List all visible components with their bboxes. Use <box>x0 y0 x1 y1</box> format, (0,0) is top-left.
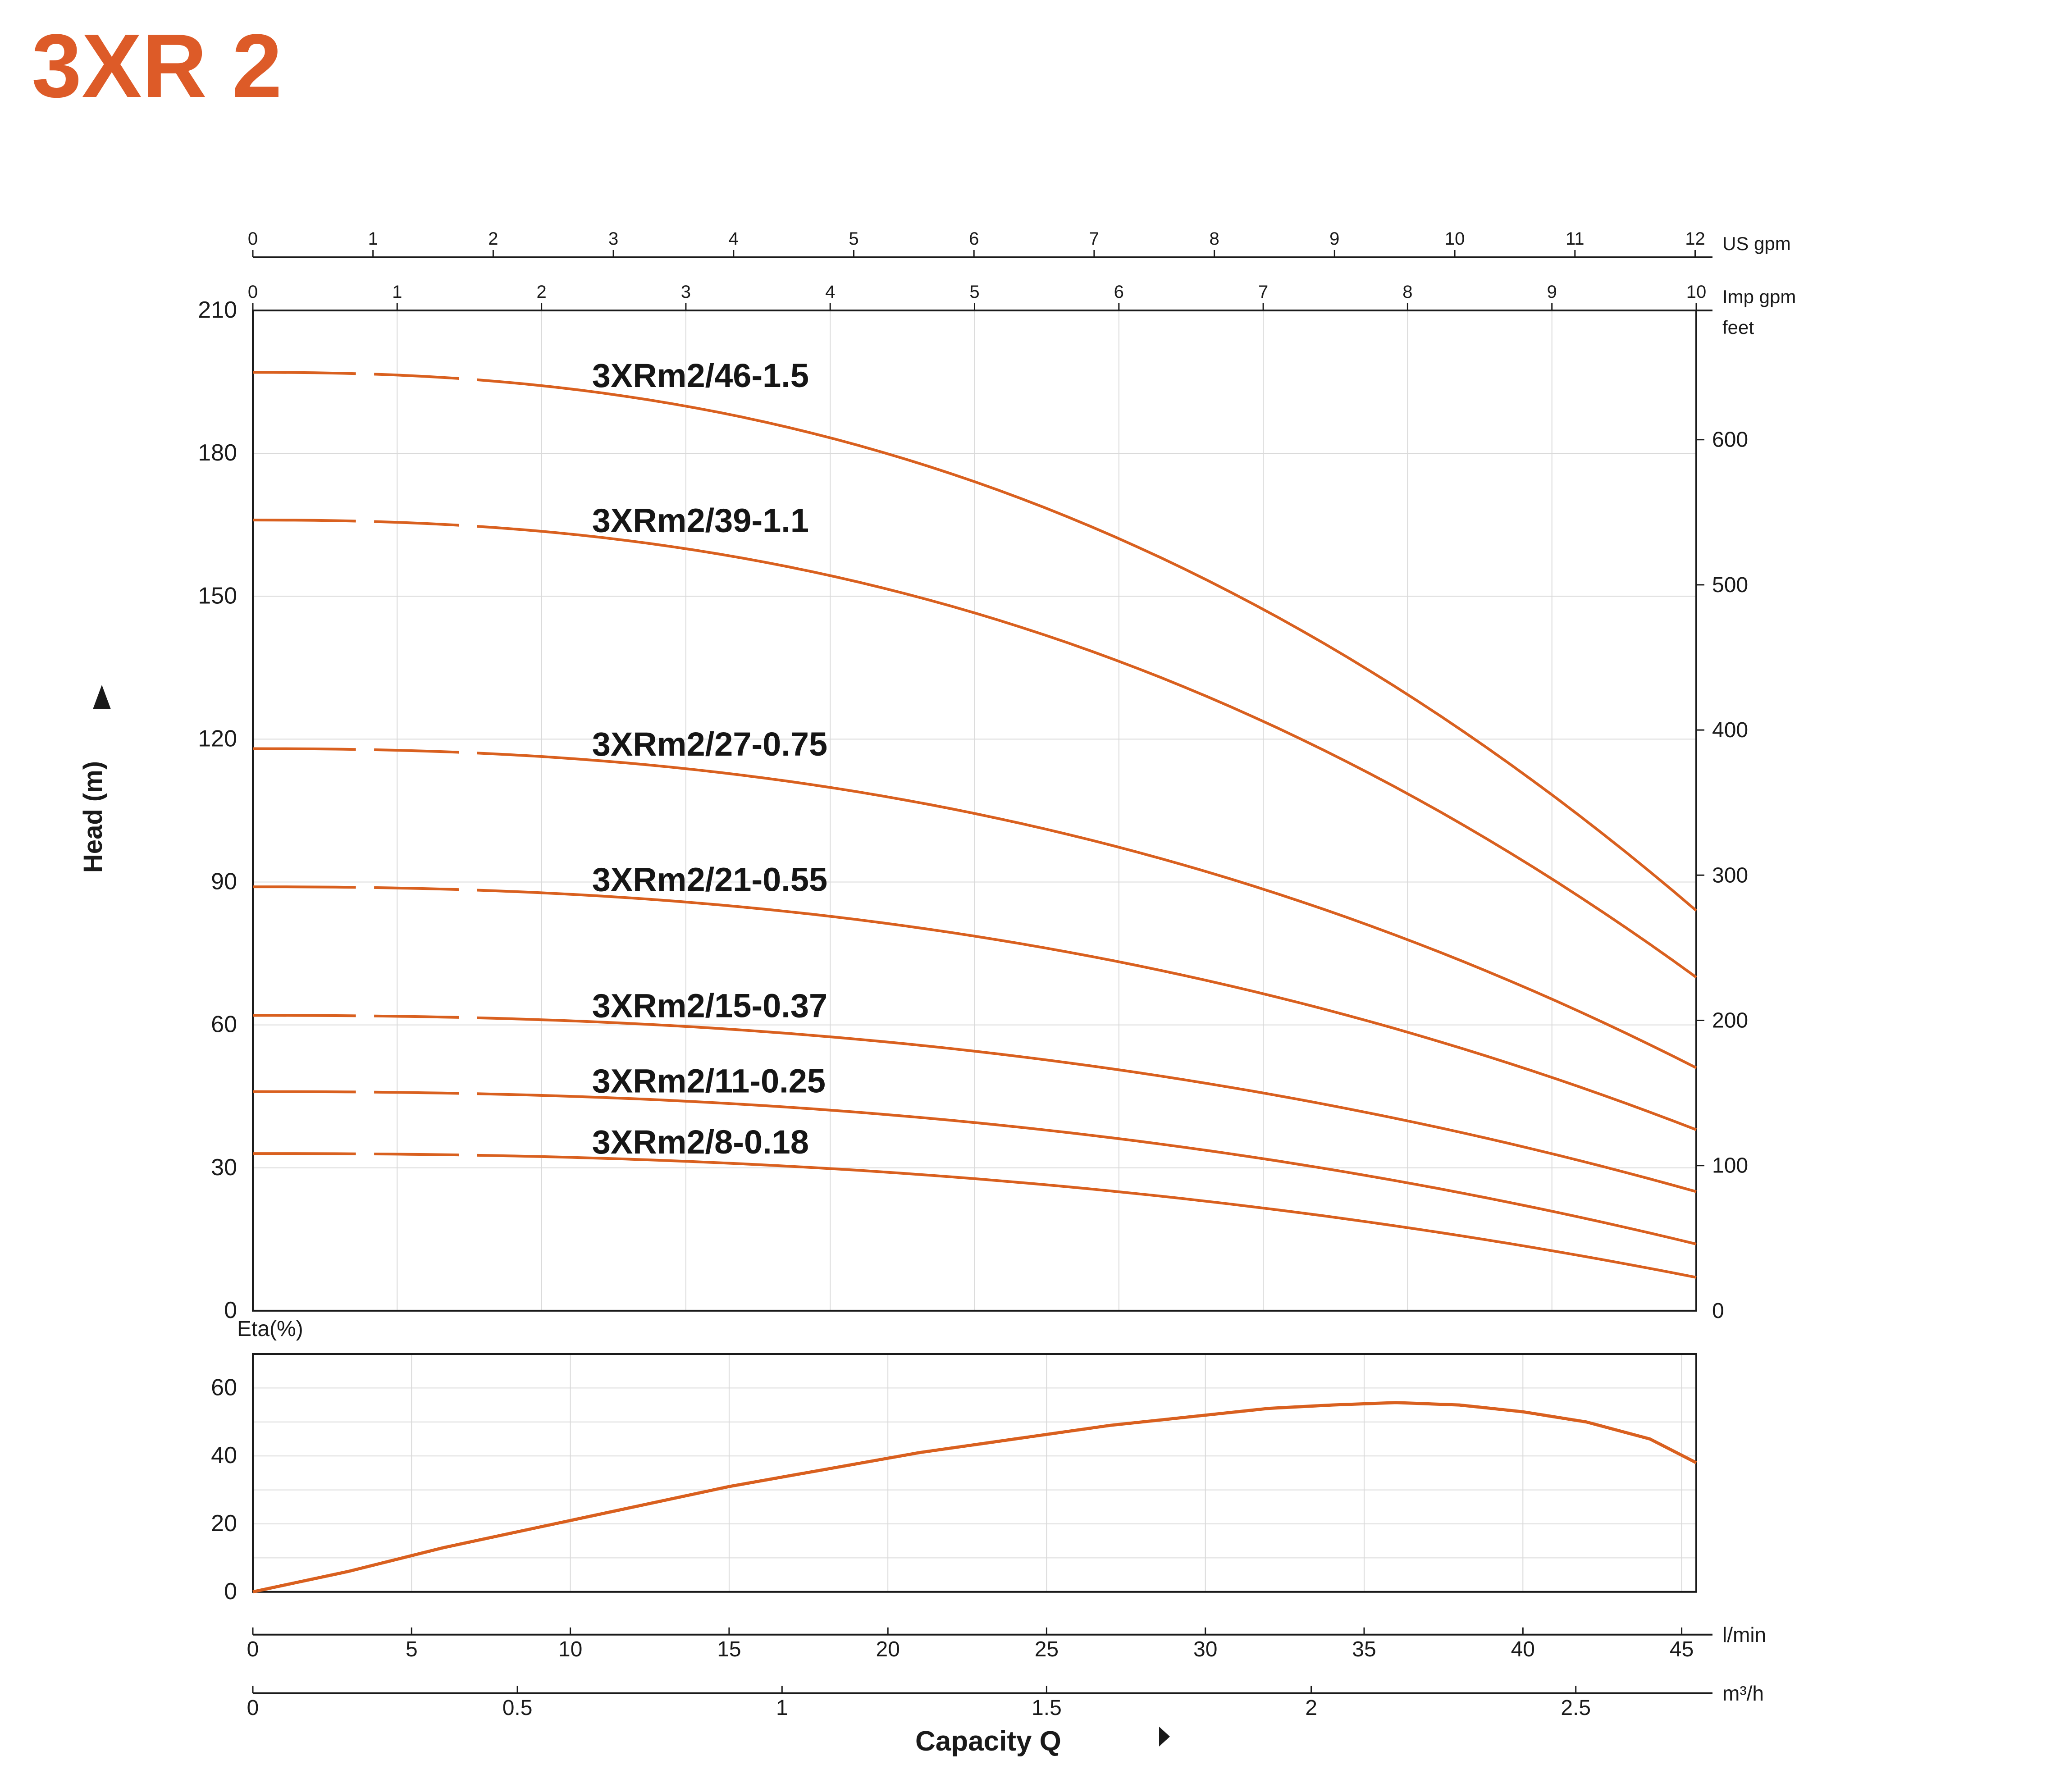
svg-text:40: 40 <box>1511 1637 1535 1661</box>
svg-text:2.5: 2.5 <box>1561 1696 1591 1720</box>
svg-text:25: 25 <box>1035 1637 1059 1661</box>
svg-text:10: 10 <box>558 1637 582 1661</box>
svg-text:1: 1 <box>776 1696 788 1720</box>
svg-text:0: 0 <box>247 1696 259 1720</box>
svg-text:Capacity Q: Capacity Q <box>915 1726 1061 1757</box>
svg-text:1.5: 1.5 <box>1032 1696 1062 1720</box>
svg-text:0: 0 <box>247 1637 259 1661</box>
svg-text:20: 20 <box>876 1637 900 1661</box>
svg-text:35: 35 <box>1352 1637 1376 1661</box>
svg-text:15: 15 <box>717 1637 741 1661</box>
svg-text:30: 30 <box>1193 1637 1217 1661</box>
svg-text:2: 2 <box>1305 1696 1317 1720</box>
svg-text:0.5: 0.5 <box>502 1696 533 1720</box>
svg-text:l/min: l/min <box>1722 1623 1766 1646</box>
svg-text:5: 5 <box>406 1637 418 1661</box>
svg-text:m³/h: m³/h <box>1722 1682 1764 1705</box>
svg-text:45: 45 <box>1670 1637 1694 1661</box>
